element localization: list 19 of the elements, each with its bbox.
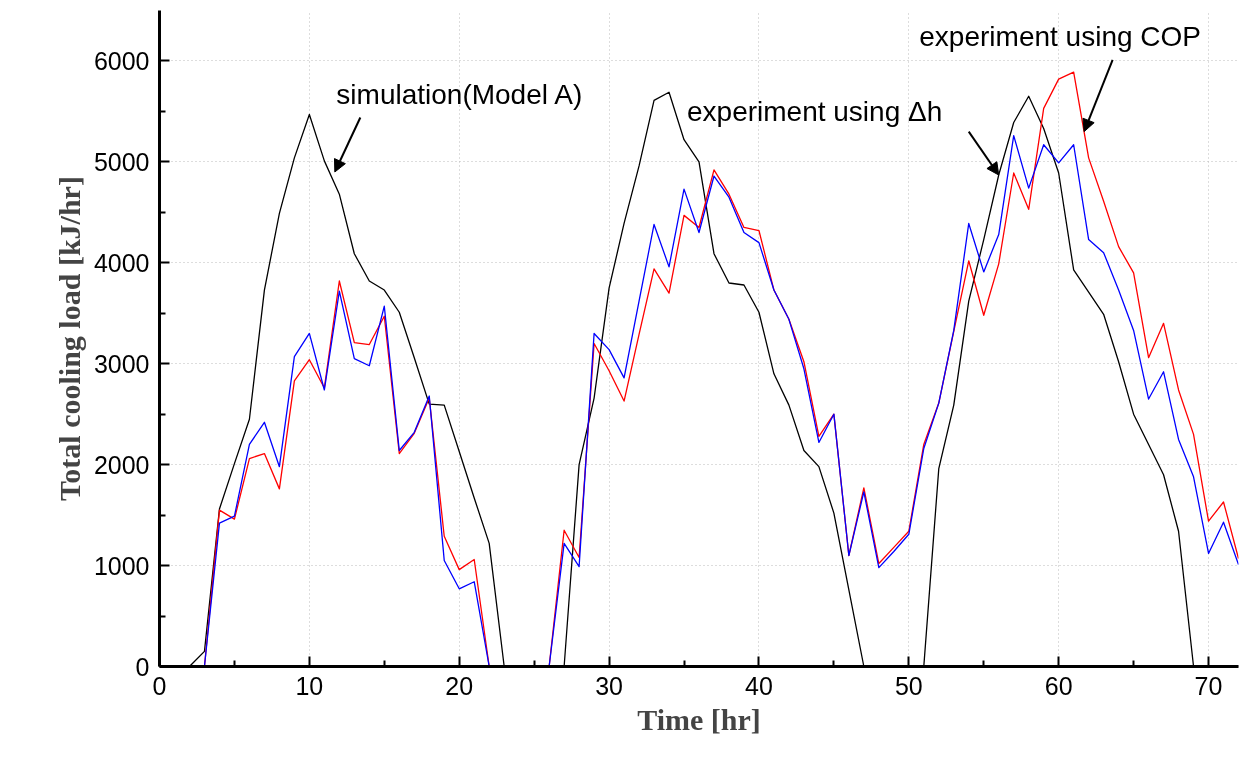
- y-tick-label: 5000: [93, 147, 150, 176]
- x-tick-label: 30: [595, 671, 623, 700]
- annotation: experiment using COP: [919, 21, 1201, 53]
- annotation: simulation(Model A): [336, 79, 583, 111]
- y-tick-label: 3000: [93, 349, 150, 378]
- x-tick-label: 70: [1194, 671, 1223, 700]
- y-tick-label: 4000: [93, 248, 150, 277]
- x-tick-label: 20: [445, 671, 474, 700]
- y-tick-label: 0: [135, 652, 150, 681]
- x-tick-label: 40: [745, 671, 773, 700]
- x-tick-label: 60: [1044, 671, 1073, 700]
- x-axis-title: Time [hr]: [637, 702, 761, 736]
- annotation: experiment using Δh: [687, 95, 943, 127]
- y-tick-label: 6000: [93, 46, 150, 75]
- y-tick-label: 2000: [93, 450, 150, 479]
- x-tick-label: 50: [894, 671, 923, 700]
- y-axis-title: Total cooling load [kJ/hr]: [52, 176, 86, 501]
- y-tick-label: 1000: [93, 551, 150, 580]
- x-tick-label: 10: [295, 671, 324, 700]
